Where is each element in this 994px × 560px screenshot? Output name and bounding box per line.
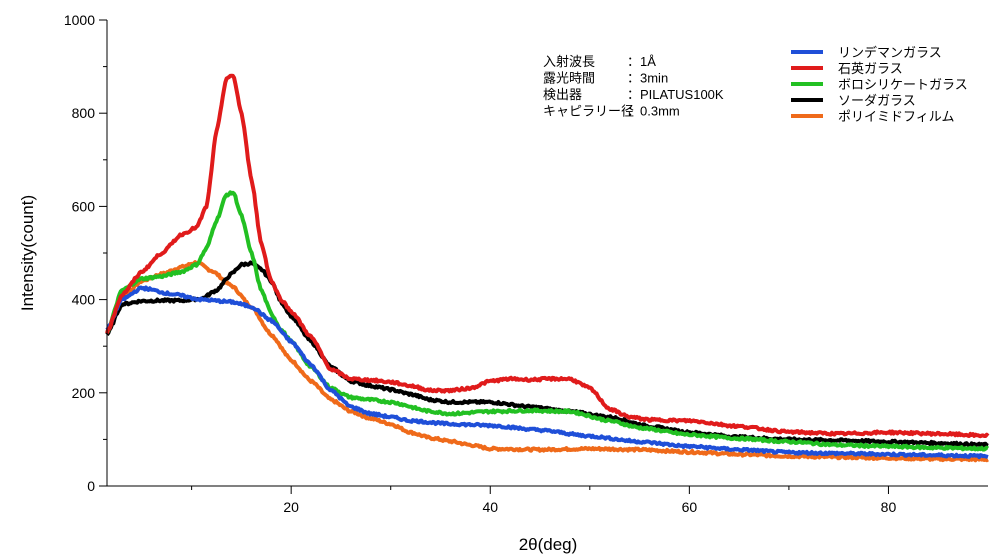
info-value: ：3min bbox=[627, 71, 668, 86]
y-tick-label: 400 bbox=[72, 292, 96, 308]
y-tick-label: 800 bbox=[72, 105, 96, 121]
legend-label: ボロシリケートガラス bbox=[838, 77, 968, 92]
legend-label: ソーダガラス bbox=[838, 93, 916, 108]
x-tick-label: 20 bbox=[283, 499, 299, 515]
info-label: 入射波長 bbox=[543, 54, 595, 69]
y-tick-label: 600 bbox=[72, 198, 96, 214]
info-label: 検出器 bbox=[543, 87, 582, 102]
series-line-3 bbox=[105, 190, 990, 452]
y-tick-label: 0 bbox=[87, 478, 95, 494]
x-tick-label: 40 bbox=[482, 499, 498, 515]
series-line-1 bbox=[105, 285, 989, 460]
y-axis-label: Intensity(count) bbox=[18, 195, 37, 311]
x-tick-label: 80 bbox=[881, 499, 897, 515]
series-line-2 bbox=[105, 73, 990, 439]
legend-label: リンデマンガラス bbox=[838, 45, 942, 60]
x-tick-label: 60 bbox=[682, 499, 698, 515]
info-value: ：0.3mm bbox=[627, 104, 680, 119]
legend-label: ポリイミドフィルム bbox=[838, 109, 954, 124]
axes bbox=[99, 19, 988, 494]
y-tick-label: 200 bbox=[72, 385, 96, 401]
info-label: 露光時間 bbox=[543, 71, 595, 86]
y-tick-label: 1000 bbox=[64, 12, 95, 28]
info-value: ：PILATUS100K bbox=[627, 87, 724, 102]
series-lines bbox=[105, 73, 990, 463]
legend-label: 石英ガラス bbox=[838, 61, 903, 76]
info-value: ：1Å bbox=[627, 54, 656, 69]
series-line-4 bbox=[105, 260, 989, 448]
info-label: キャピラリー径 bbox=[543, 104, 634, 119]
tick-labels: 0 200 400 600 800 1000 20 40 60 80 bbox=[64, 12, 897, 515]
measurement-info: 入射波長 ：1Å 露光時間 ：3min 検出器 ：PILATUS100K キャピラリー径：0… bbox=[543, 54, 724, 119]
x-axis-label: 2θ(deg) bbox=[519, 535, 578, 554]
